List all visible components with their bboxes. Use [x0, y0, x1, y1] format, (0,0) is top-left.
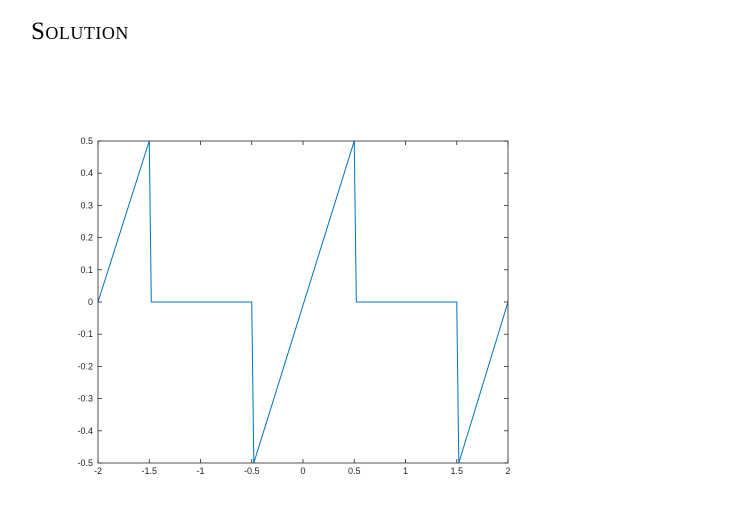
x-tick-label: 1: [403, 466, 408, 476]
y-tick-label: -0.5: [77, 458, 93, 468]
x-tick-label: -1.5: [141, 466, 157, 476]
x-tick-label: 2: [505, 466, 510, 476]
y-tick-label: 0.3: [80, 200, 93, 210]
y-tick-label: 0: [88, 297, 93, 307]
x-tick-label: -1: [196, 466, 204, 476]
x-tick-label: 0.5: [348, 466, 361, 476]
y-tick-label: 0.4: [80, 168, 93, 178]
y-tick-label: -0.4: [77, 426, 93, 436]
y-tick-label: 0.5: [80, 136, 93, 146]
x-tick-label: -2: [94, 466, 102, 476]
x-tick-label: -0.5: [244, 466, 260, 476]
section-heading: Solution: [31, 18, 129, 45]
y-tick-label: -0.2: [77, 361, 93, 371]
y-tick-label: 0.2: [80, 233, 93, 243]
y-tick-label: 0.1: [80, 265, 93, 275]
series-line: [97, 140, 509, 464]
x-tick-label: 1.5: [450, 466, 463, 476]
plot-frame: [97, 140, 509, 464]
x-tick-label: 0: [300, 466, 305, 476]
y-tick-label: -0.1: [77, 329, 93, 339]
y-tick-label: -0.3: [77, 394, 93, 404]
